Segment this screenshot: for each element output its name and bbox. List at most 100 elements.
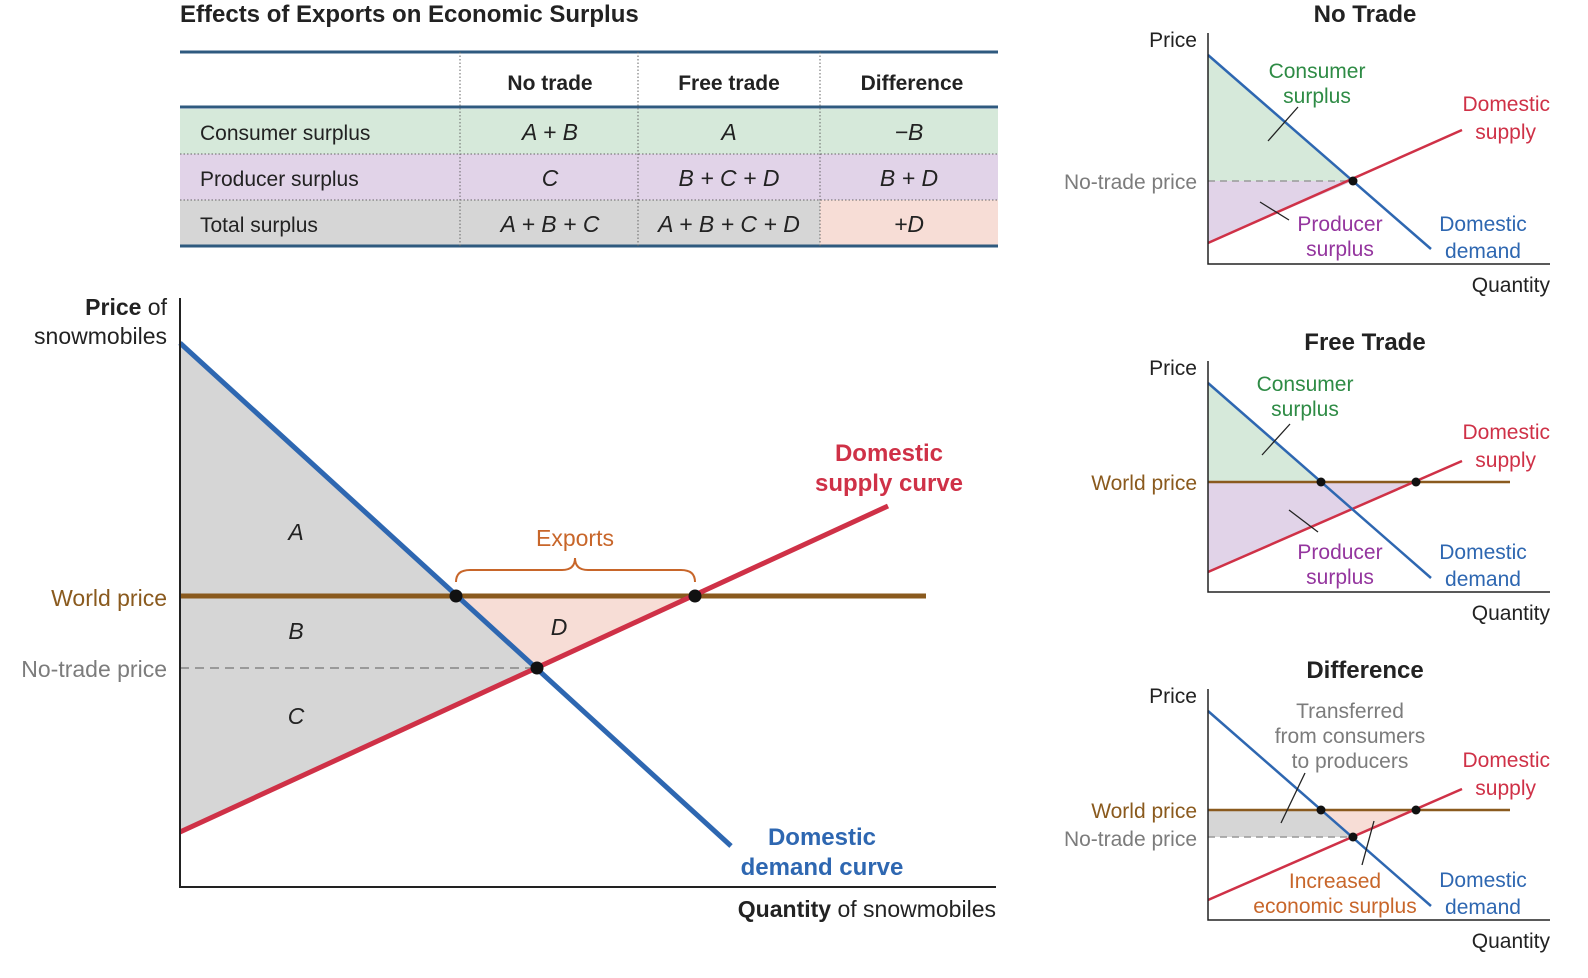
main-graph: Exports A B C D World price No-trade pri… — [21, 294, 996, 922]
producer-leader-line — [1288, 509, 1319, 533]
total-row-bg — [180, 200, 820, 246]
demand-line — [1207, 54, 1432, 250]
total-diff-bg — [820, 200, 998, 246]
price-axis-label: Price — [1149, 685, 1197, 708]
panel-title: Free Trade — [1304, 329, 1425, 356]
quantity-axis-label: Quantity — [1472, 930, 1551, 953]
panel-no-trade: No Trade Price Quantity No-trade price C… — [1064, 1, 1551, 297]
cell: A — [719, 119, 736, 145]
demand-label-line1: Domestic — [1439, 541, 1527, 564]
supply-label-line2: supply — [1475, 121, 1536, 144]
demand-label-line2: demand — [1445, 896, 1521, 919]
supply-world-point — [1411, 477, 1421, 487]
supply-label-line1: Domestic — [1462, 749, 1550, 772]
consumer-surplus-label-line1: Consumer — [1269, 60, 1366, 83]
panel-title: No Trade — [1314, 1, 1417, 28]
world-price-label: World price — [51, 585, 167, 611]
increased-label-line1: Increased — [1289, 870, 1381, 893]
panel-title: Difference — [1306, 657, 1423, 684]
equilibrium-point — [1348, 832, 1358, 842]
quantity-axis-label: Quantity — [1472, 274, 1551, 297]
panel-axes — [1207, 689, 1550, 921]
area-d-label: D — [551, 614, 568, 640]
cell: +D — [894, 211, 924, 237]
supply-label-line2: supply — [1475, 777, 1536, 800]
demand-curve-label-line2: demand curve — [741, 854, 904, 881]
producer-surplus-label-line2: surplus — [1306, 566, 1374, 589]
x-axis-label: Quantity of snowmobiles — [738, 896, 996, 922]
world-price-label: World price — [1091, 800, 1197, 823]
surplus-table: Effects of Exports on Economic Surplus N… — [180, 1, 998, 248]
x-axis-label-rest: of snowmobiles — [831, 896, 996, 922]
demand-label-line1: Domestic — [1439, 213, 1527, 236]
producer-surplus-label-line1: Producer — [1297, 213, 1382, 236]
producer-row-bg — [180, 154, 820, 200]
panel-axes — [1207, 361, 1550, 593]
cell: A + B + C + D — [656, 211, 800, 237]
consumer-leader-line — [1267, 106, 1299, 142]
supply-curve-label-line2: supply curve — [815, 470, 963, 497]
area-abc-shade — [180, 343, 537, 832]
transferred-leader-line — [1280, 772, 1306, 824]
transferred-label-line3: to producers — [1292, 750, 1409, 773]
table-title: Effects of Exports on Economic Surplus — [180, 1, 639, 28]
row-label-total: Total surplus — [200, 214, 318, 237]
panel-difference: Difference Price Quantity World price No… — [1064, 657, 1551, 953]
transferred-shade-triangle — [1208, 810, 1353, 837]
demand-world-point — [1316, 805, 1326, 815]
increased-surplus-shade — [1321, 810, 1416, 837]
y-axis-label-bold: Price — [85, 294, 141, 320]
supply-line — [1207, 128, 1463, 245]
row-label-consumer: Consumer surplus — [200, 122, 370, 145]
area-b-label: B — [288, 618, 303, 644]
price-axis-label: Price — [1149, 29, 1197, 52]
row-label-producer: Producer surplus — [200, 168, 359, 191]
equilibrium-point — [1348, 176, 1358, 186]
cell: −B — [895, 119, 924, 145]
transferred-label-line1: Transferred — [1296, 700, 1404, 723]
y-axis-label: Price of — [85, 294, 167, 320]
consumer-surplus-label-line1: Consumer — [1257, 373, 1354, 396]
consumer-leader-line — [1261, 423, 1291, 456]
no-trade-price-label: No-trade price — [1064, 171, 1197, 194]
consumer-diff-bg — [820, 109, 998, 154]
increased-leader-line — [1361, 820, 1375, 866]
cell: A + B — [520, 119, 578, 145]
col-header-free-trade: Free trade — [678, 72, 780, 95]
supply-world-point — [688, 589, 702, 603]
demand-world-point — [1316, 477, 1326, 487]
exports-brace — [455, 557, 696, 583]
cell: C — [542, 165, 559, 191]
price-axis-label: Price — [1149, 357, 1197, 380]
producer-leader-line — [1259, 201, 1290, 221]
quantity-axis-label: Quantity — [1472, 602, 1551, 625]
exports-label: Exports — [536, 525, 614, 551]
cell: A + B + C — [499, 211, 600, 237]
producer-surplus-label-line2: surplus — [1306, 238, 1374, 261]
supply-label-line1: Domestic — [1462, 93, 1550, 116]
area-d-shade — [456, 596, 695, 668]
x-axis-label-bold: Quantity — [738, 896, 831, 922]
y-axis-label-rest: of — [141, 294, 167, 320]
demand-label-line1: Domestic — [1439, 869, 1527, 892]
main-axes — [179, 298, 996, 888]
panel-axes — [1207, 33, 1550, 265]
cell: B + C + D — [679, 165, 780, 191]
consumer-row-bg — [180, 109, 820, 154]
area-c-label: C — [288, 703, 305, 729]
panel-free-trade: Free Trade Price Quantity World price Co… — [1091, 329, 1550, 625]
producer-diff-bg — [820, 154, 998, 200]
producer-surplus-label-line1: Producer — [1297, 541, 1382, 564]
demand-label-line2: demand — [1445, 240, 1521, 263]
supply-world-point — [1411, 805, 1421, 815]
consumer-surplus-label-line2: surplus — [1283, 85, 1351, 108]
area-a-label: A — [286, 519, 303, 545]
y-axis-label-line2: snowmobiles — [34, 323, 167, 349]
demand-curve-label-line1: Domestic — [768, 824, 876, 851]
demand-world-point — [449, 589, 463, 603]
cell: B + D — [880, 165, 938, 191]
equilibrium-point — [530, 661, 544, 675]
supply-curve-label-line1: Domestic — [835, 440, 943, 467]
supply-label-line2: supply — [1475, 449, 1536, 472]
consumer-surplus-label-line2: surplus — [1271, 398, 1339, 421]
